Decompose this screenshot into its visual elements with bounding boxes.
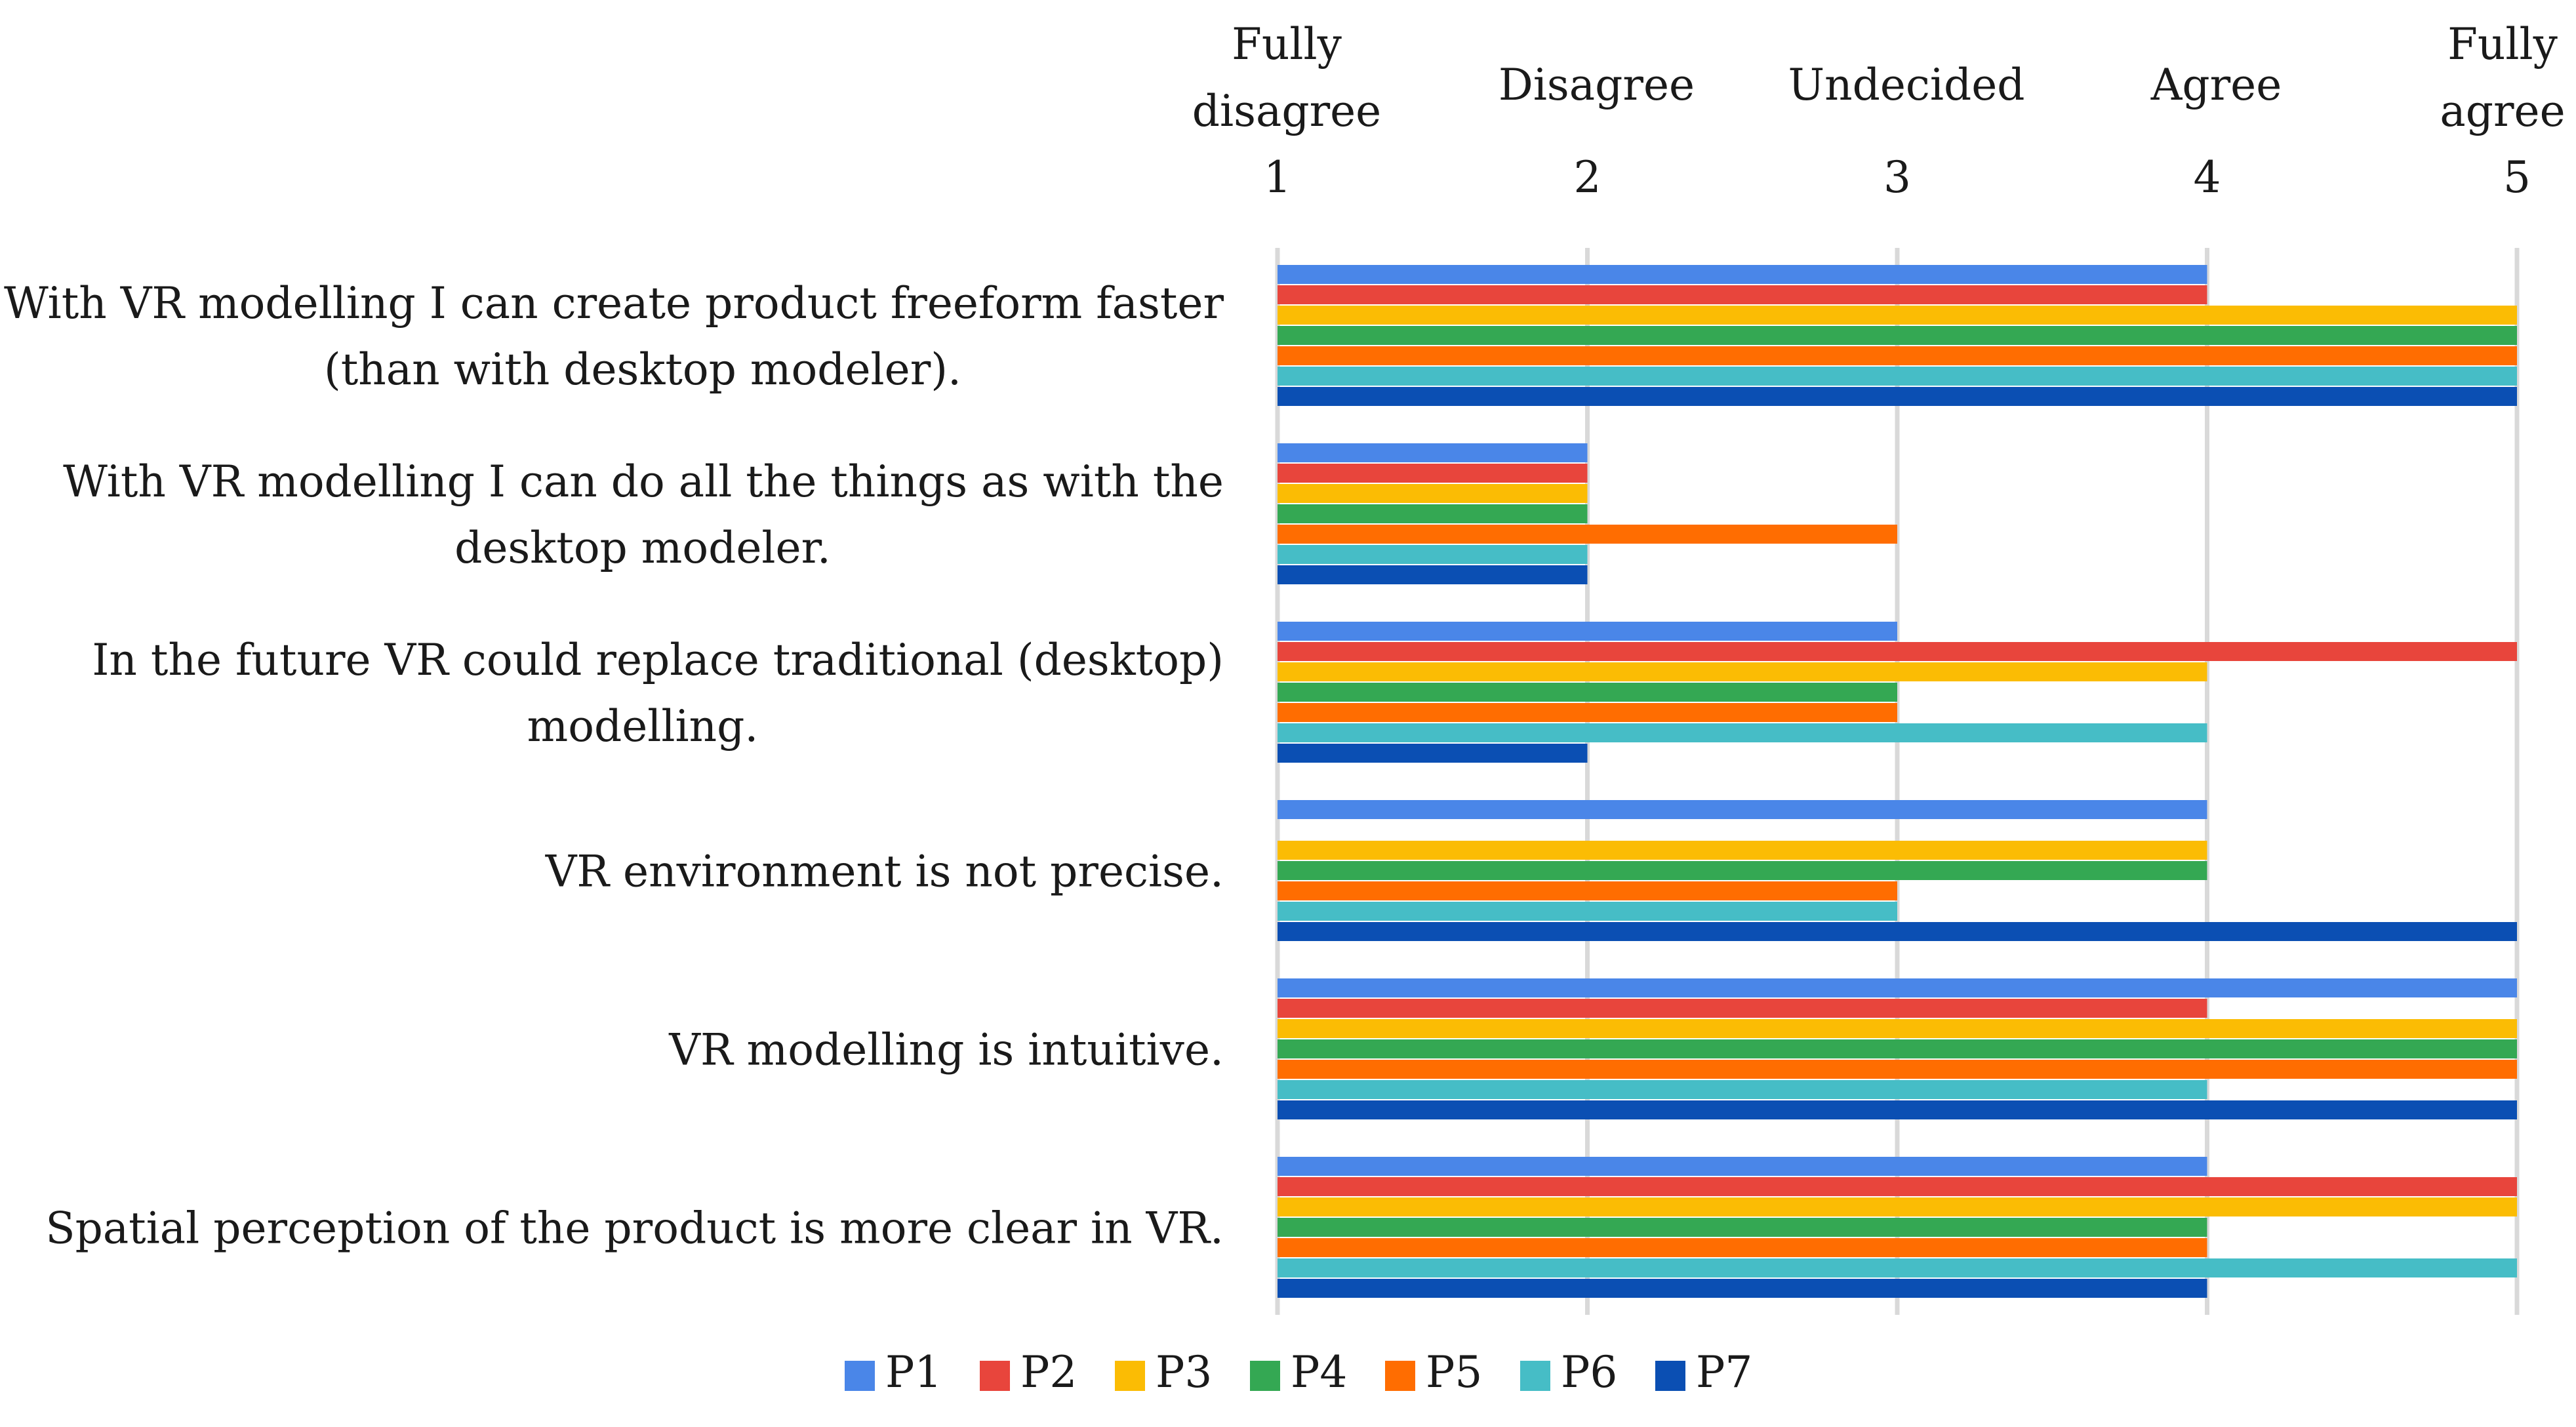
scale-label-1: disagree (1192, 86, 1382, 136)
bar-q3-p5 (1278, 703, 1897, 722)
bar-q5-p6 (1278, 1080, 2207, 1099)
bar-q5-p7 (1278, 1100, 2517, 1119)
bar-q4-p1 (1278, 800, 2207, 819)
question-label-5: VR modelling is intuitive. (668, 1025, 1224, 1075)
legend-label-p7: P7 (1696, 1347, 1752, 1397)
bar-q4-p4 (1278, 861, 2207, 880)
question-label-3: In the future VR could replace tradition… (92, 635, 1224, 685)
legend-swatch-p3 (1115, 1361, 1145, 1391)
legend-swatch-p2 (980, 1361, 1010, 1391)
tick-label-3: 3 (1883, 152, 1911, 203)
bar-q3-p3 (1278, 662, 2207, 681)
scale-label-2: Disagree (1499, 60, 1695, 110)
bar-q6-p5 (1278, 1238, 2207, 1257)
bar-q5-p2 (1278, 999, 2207, 1018)
legend: P1 P2 P3 P4 P5 P6 P7 (845, 1347, 1752, 1397)
tick-label-1: 1 (1264, 152, 1291, 203)
bar-q3-p1 (1278, 622, 1897, 641)
legend-label-p4: P4 (1291, 1347, 1347, 1397)
bar-q1-p3 (1278, 306, 2517, 325)
bar-q2-p4 (1278, 504, 1588, 523)
legend-swatch-p4 (1250, 1361, 1280, 1391)
legend-label-p1: P1 (885, 1347, 942, 1397)
bar-q4-p6 (1278, 902, 1897, 921)
tick-label-2: 2 (1574, 152, 1601, 203)
bar-q4-p5 (1278, 881, 1897, 900)
bar-q3-p6 (1278, 723, 2207, 742)
legend-label-p5: P5 (1426, 1347, 1482, 1397)
question-label-2: desktop modeler. (454, 523, 831, 573)
bar-q2-p7 (1278, 565, 1588, 584)
bar-q2-p6 (1278, 545, 1588, 564)
bar-q1-p6 (1278, 367, 2517, 386)
bar-q3-p7 (1278, 744, 1588, 763)
legend-label-p3: P3 (1156, 1347, 1212, 1397)
scale-label-5: agree (2440, 86, 2565, 136)
question-label-1: With VR modelling I can create product f… (4, 278, 1224, 329)
scale-tick-labels: 1 2 3 4 5 (1264, 152, 2531, 203)
question-label-6: Spatial perception of the product is mor… (45, 1203, 1224, 1254)
scale-label-4: Agree (2150, 60, 2282, 110)
bar-q3-p4 (1278, 683, 1897, 702)
scale-category-labels: Fully disagree Disagree Undecided Agree Fully… (1192, 19, 2566, 136)
bar-q6-p1 (1278, 1157, 2207, 1176)
bar-q6-p6 (1278, 1258, 2517, 1277)
bar-q1-p2 (1278, 285, 2207, 304)
bar-q2-p1 (1278, 443, 1588, 462)
bar-q4-p3 (1278, 841, 2207, 860)
legend-label-p2: P2 (1020, 1347, 1077, 1397)
legend-swatch-p7 (1655, 1361, 1685, 1391)
question-label-3: modelling. (527, 701, 759, 752)
bar-q3-p2 (1278, 642, 2517, 661)
legend-swatch-p5 (1385, 1361, 1415, 1391)
bar-q1-p4 (1278, 326, 2517, 345)
legend-label-p6: P6 (1561, 1347, 1617, 1397)
bar-q5-p4 (1278, 1039, 2517, 1058)
bar-q6-p4 (1278, 1218, 2207, 1237)
bar-q5-p3 (1278, 1019, 2517, 1038)
bar-q6-p3 (1278, 1197, 2517, 1216)
bar-q5-p1 (1278, 978, 2517, 997)
bar-series (1278, 265, 2517, 1298)
bar-q6-p7 (1278, 1279, 2207, 1298)
tick-label-5: 5 (2503, 152, 2531, 203)
tick-label-4: 4 (2194, 152, 2221, 203)
bar-q2-p3 (1278, 484, 1588, 503)
bar-q5-p5 (1278, 1060, 2517, 1079)
bar-q1-p1 (1278, 265, 2207, 284)
bar-q1-p5 (1278, 346, 2517, 365)
bar-q2-p2 (1278, 464, 1588, 483)
scale-label-3: Undecided (1788, 60, 2024, 110)
bar-q2-p5 (1278, 525, 1897, 544)
question-labels: With VR modelling I can create product f… (4, 278, 1224, 1254)
legend-swatch-p6 (1520, 1361, 1550, 1391)
scale-label-1: Fully (1232, 19, 1342, 70)
bar-q1-p7 (1278, 387, 2517, 406)
bar-q4-p7 (1278, 922, 2517, 941)
scale-label-5: Fully (2447, 19, 2558, 70)
question-label-1: (than with desktop modeler). (324, 344, 961, 395)
question-label-2: With VR modelling I can do all the thing… (63, 456, 1224, 507)
bar-q6-p2 (1278, 1177, 2517, 1196)
gridlines (1275, 248, 2520, 1315)
question-label-4: VR environment is not precise. (545, 847, 1224, 897)
legend-swatch-p1 (845, 1361, 875, 1391)
